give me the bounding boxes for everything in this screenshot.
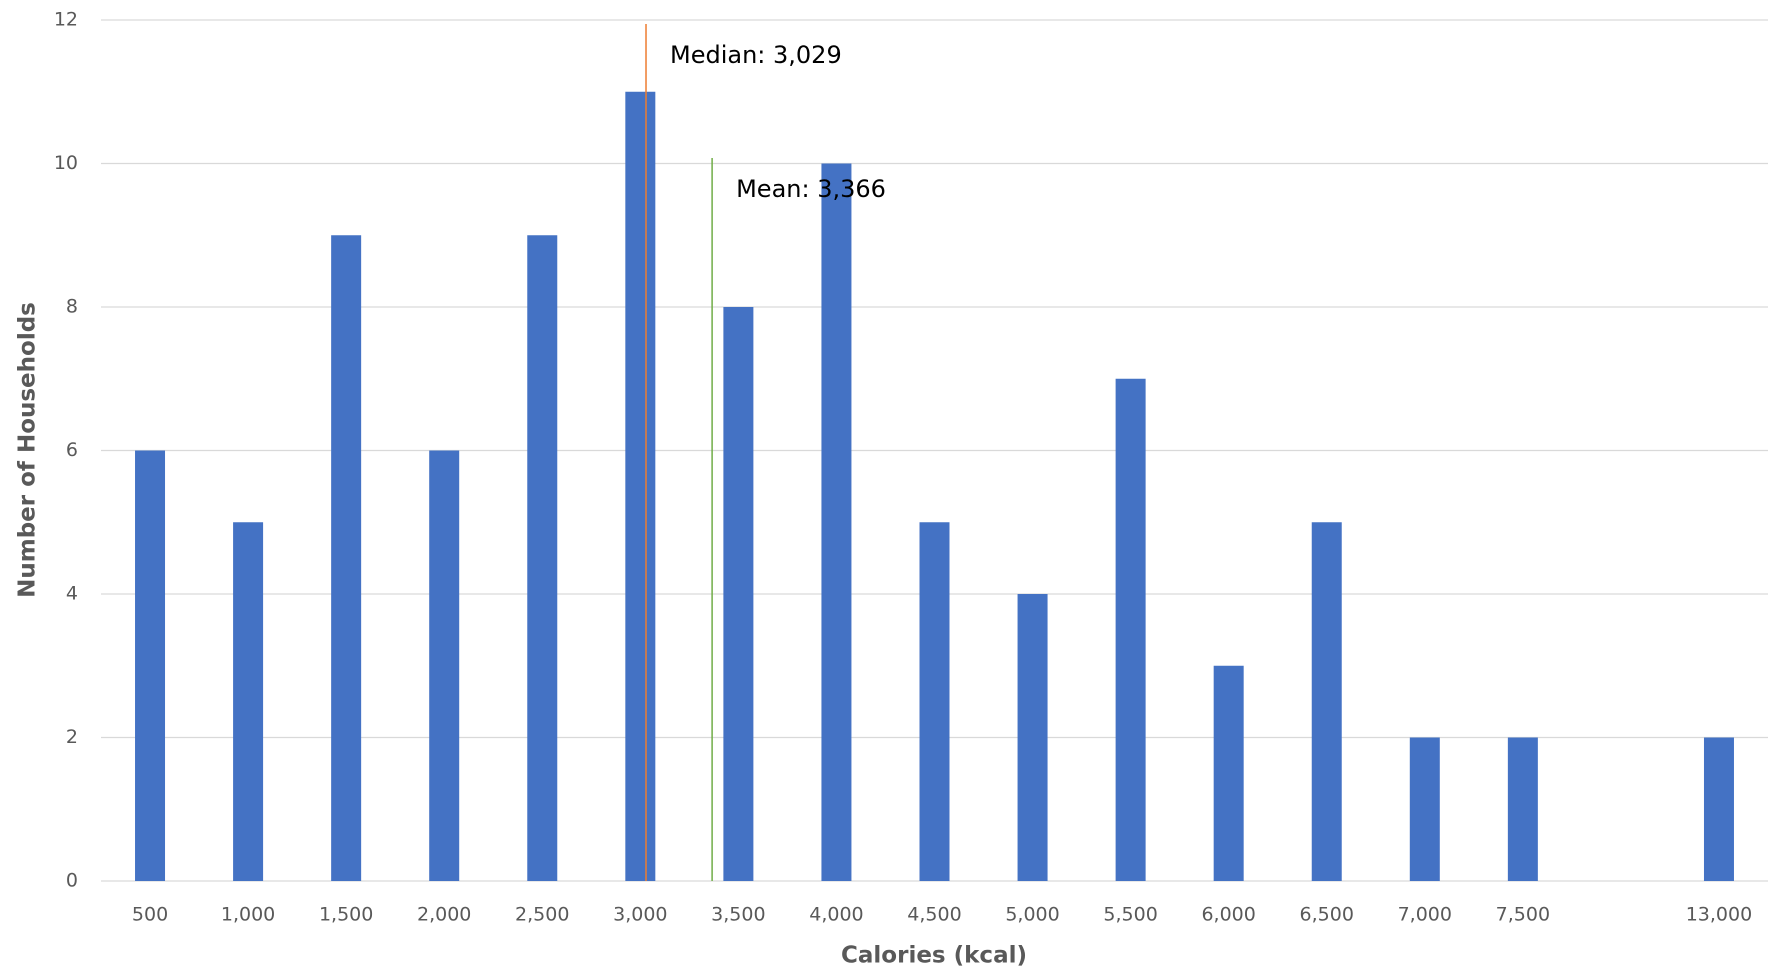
x-axis-title: Calories (kcal)	[841, 943, 1027, 969]
x-tick-label: 6,500	[1300, 904, 1354, 926]
bar	[527, 235, 558, 881]
bar	[1115, 378, 1146, 881]
bar	[1409, 737, 1440, 881]
x-tick-label: 1,500	[319, 904, 373, 926]
bar	[233, 522, 264, 881]
bar	[1311, 522, 1342, 881]
y-axis-title: Number of Households	[15, 302, 41, 598]
annotation-label: Mean: 3,366	[736, 175, 886, 203]
x-tick-label: 6,000	[1201, 904, 1255, 926]
x-tick-label: 5,000	[1005, 904, 1059, 926]
bar	[625, 91, 656, 881]
bar	[1017, 594, 1048, 881]
x-tick-label: 5,500	[1103, 904, 1157, 926]
x-tick-label: 7,000	[1398, 904, 1452, 926]
x-tick-label: 4,000	[809, 904, 863, 926]
bar	[1703, 737, 1734, 881]
y-tick-label: 4	[66, 583, 78, 605]
bar	[723, 307, 754, 881]
x-tick-label: 4,500	[907, 904, 961, 926]
y-tick-label: 2	[66, 726, 78, 748]
x-tick-label: 7,500	[1496, 904, 1550, 926]
x-tick-label: 3,000	[613, 904, 667, 926]
bar	[331, 235, 362, 881]
x-tick-label: 3,500	[711, 904, 765, 926]
y-tick-label: 8	[66, 296, 78, 318]
x-tick-label: 13,000	[1686, 904, 1752, 926]
annotation-label: Median: 3,029	[670, 41, 842, 69]
bar	[821, 163, 852, 881]
bar	[1213, 665, 1244, 881]
x-tick-label: 1,000	[221, 904, 275, 926]
bar	[429, 450, 460, 881]
x-tick-label: 2,500	[515, 904, 569, 926]
y-tick-label: 12	[54, 9, 78, 31]
bar	[919, 522, 950, 881]
y-tick-label: 0	[66, 870, 78, 892]
y-tick-label: 10	[54, 152, 78, 174]
y-tick-label: 6	[66, 439, 78, 461]
bar	[1507, 737, 1538, 881]
x-tick-label: 2,000	[417, 904, 471, 926]
x-tick-label: 500	[132, 904, 168, 926]
bar	[135, 450, 166, 881]
